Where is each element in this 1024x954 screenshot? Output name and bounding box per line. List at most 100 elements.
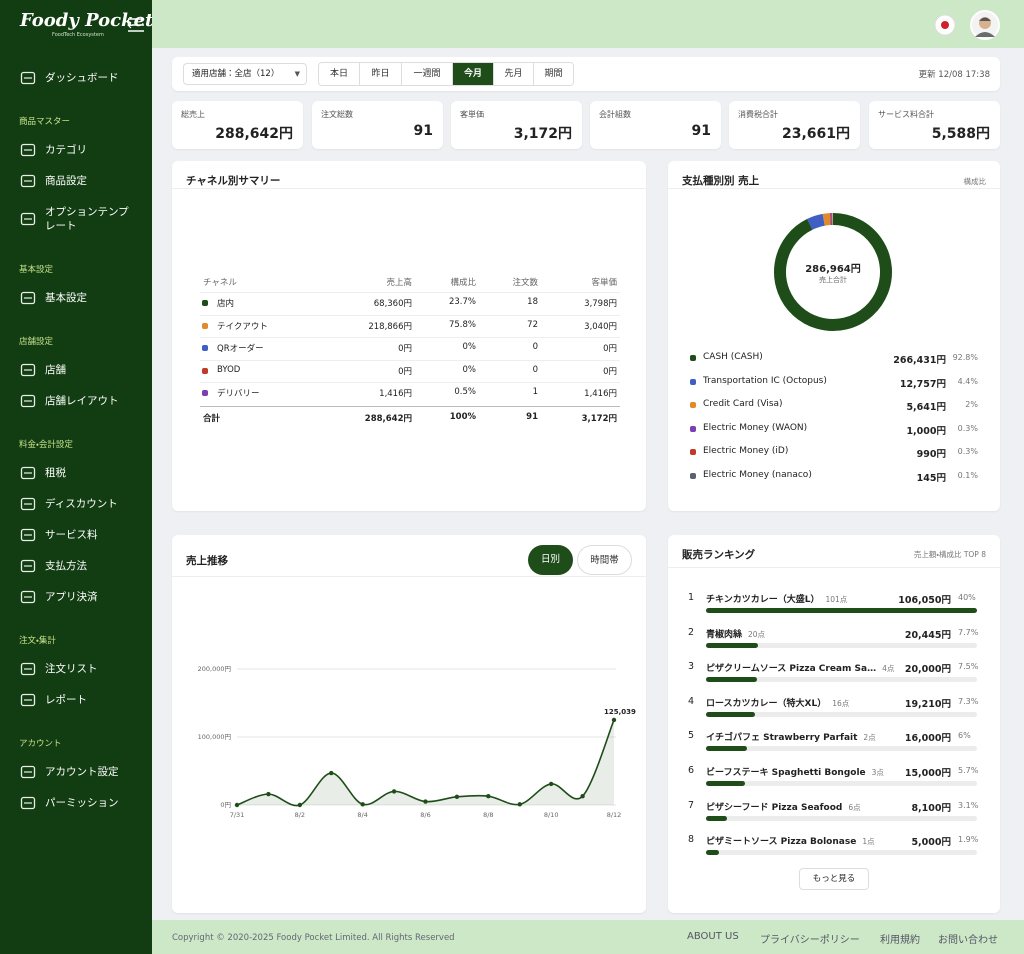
payment-name: CASH (CASH) xyxy=(703,352,763,362)
nav-item[interactable]: サービス料 xyxy=(45,529,98,541)
rank-share: 3.1% xyxy=(958,800,979,810)
table-header: 構成比 xyxy=(450,278,476,288)
nav-icon xyxy=(20,291,36,305)
toggle-button[interactable]: 日別 xyxy=(528,545,573,575)
card-divider xyxy=(668,188,1000,189)
rank-name-row: 青椒肉絲 20点 xyxy=(706,627,906,640)
nav-section-title: 料金・会計設定 xyxy=(19,440,73,450)
rank-qty: 16点 xyxy=(832,698,850,708)
donut-segment xyxy=(822,213,831,226)
footer-link[interactable]: ABOUT US xyxy=(687,931,739,942)
period-button[interactable]: 今月 xyxy=(452,63,493,85)
nav-item[interactable]: 店舗レイアウト xyxy=(45,395,119,407)
nav-icon-shape xyxy=(20,143,36,157)
payment-share: 4.4% xyxy=(957,376,978,386)
rank-share: 5.7% xyxy=(958,766,979,775)
nav-item[interactable]: 支払方法 xyxy=(45,560,87,572)
payment-amount: 12,757円 xyxy=(899,378,946,390)
kpi-card: 注文総数 91 xyxy=(312,101,443,149)
payment-amount: 990円 xyxy=(916,449,946,461)
logo[interactable]: Foody Pocket. xyxy=(20,10,160,31)
rank-bar-track xyxy=(706,642,977,648)
nav-item[interactable]: アカウント設定 xyxy=(45,766,119,778)
table-cell: BYOD xyxy=(217,365,241,375)
footer-link[interactable]: プライバシーポリシー xyxy=(760,935,860,946)
line-chart: 0円 100,000円 200,000円 7/31 8/2 8/4 8/6 8/8 8/10 8/… xyxy=(198,665,636,819)
payment-share: 0.3% xyxy=(957,447,978,457)
nav-icon xyxy=(20,528,36,542)
nav-item[interactable]: オプションテンプレート xyxy=(45,206,129,232)
nav-icon xyxy=(20,143,36,157)
table-total: 288,642円 xyxy=(364,414,412,424)
point xyxy=(329,770,334,776)
nav-item[interactable]: 基本設定 xyxy=(45,292,87,304)
rank-share: 7.5% xyxy=(958,662,979,672)
point xyxy=(611,717,617,723)
period-button[interactable]: 期間 xyxy=(533,63,573,85)
rank-name: ピザシーフード Pizza Seafood xyxy=(706,802,843,813)
rank-qty: 4点 xyxy=(882,664,895,674)
period-button[interactable]: 本日 xyxy=(319,63,359,85)
table-total: 合計 xyxy=(203,414,221,424)
nav-item[interactable]: ディスカウント xyxy=(45,498,118,510)
area xyxy=(237,719,614,806)
sidebar: Foody Pocket. FoodTech Ecosystem ダッシュボード… xyxy=(0,0,160,954)
rank-number: 8 xyxy=(688,834,695,846)
period-button[interactable]: 先月 xyxy=(493,63,533,85)
rank-bar xyxy=(706,711,756,717)
user-avatar[interactable] xyxy=(970,10,1000,40)
kpi-card: 会計組数 91 xyxy=(590,101,721,149)
point xyxy=(548,781,554,787)
language-flag[interactable] xyxy=(934,14,956,36)
nav-item[interactable]: 租税 xyxy=(45,467,66,479)
nav-icon-shape xyxy=(20,174,36,188)
select-caret: ▼ xyxy=(294,70,300,78)
nav-item[interactable]: アプリ決済 xyxy=(45,591,98,603)
rank-number: 4 xyxy=(688,695,695,707)
kpi-label: サービス料合計 xyxy=(878,110,934,119)
nav-item[interactable]: パーミッション xyxy=(45,797,119,809)
table-cell: 0円 xyxy=(603,367,617,377)
rank-name-row: ビーフステーキ Spaghetti Bongole 3点 xyxy=(706,765,906,778)
donut-segment xyxy=(774,213,892,331)
annotation: 125,039 xyxy=(604,708,636,716)
point xyxy=(391,789,397,794)
y-tick-label: 100,000円 xyxy=(198,733,231,741)
toggle-button[interactable]: 時間帯 xyxy=(577,545,632,575)
x-tick-label: 8/4 xyxy=(357,811,367,819)
kpi-card: 消費税合計 23,661円 xyxy=(729,101,860,149)
table-cell: 0円 xyxy=(603,344,617,354)
nav-item[interactable]: レポート xyxy=(45,694,87,706)
rank-name: ピザクリームソース Pizza Cream Sa… xyxy=(706,664,877,675)
nav-item[interactable]: ダッシュボード xyxy=(45,72,119,84)
total-divider xyxy=(200,406,620,407)
menu-toggle[interactable] xyxy=(126,16,146,34)
copyright: Copyright © 2020-2025 Foody Pocket Limit… xyxy=(172,933,455,943)
kpi-value: 288,642円 xyxy=(215,126,293,142)
nav-item[interactable]: 商品設定 xyxy=(45,175,87,187)
kpi-card: 客単価 3,172円 xyxy=(451,101,582,149)
y-tick-label: 0円 xyxy=(220,801,231,809)
footer-link[interactable]: お問い合わせ xyxy=(938,935,998,946)
nav-item[interactable]: カテゴリ xyxy=(45,144,87,156)
rank-number: 7 xyxy=(688,799,695,811)
nav-item[interactable]: 注文リスト xyxy=(45,663,98,675)
channel-dot xyxy=(202,300,208,306)
table-total: 100% xyxy=(449,412,476,422)
rank-share: 7.3% xyxy=(958,696,979,706)
rank-bar xyxy=(706,781,745,786)
more-button[interactable]: もっと見る xyxy=(799,868,869,890)
table-header: 注文数 xyxy=(512,278,538,288)
nav-icon-shape xyxy=(20,466,36,480)
channel-summary-card: チャネル別サマリー チャネル 売上高 構成比 注文数 客単価 店内 68,360円 23.7% 1… xyxy=(172,161,646,511)
rank-bar-track xyxy=(706,677,977,683)
period-button[interactable]: 昨日 xyxy=(359,63,401,85)
table-total: 91 xyxy=(526,412,538,422)
table-cell: 68,360円 xyxy=(373,299,412,309)
footer-link[interactable]: 利用規約 xyxy=(880,935,920,946)
y-tick-label: 200,000円 xyxy=(198,665,231,673)
period-button[interactable]: 一週間 xyxy=(401,63,452,85)
nav-item[interactable]: 店舗 xyxy=(45,364,66,376)
payment-name: Electric Money (iD) xyxy=(703,446,789,457)
store-select[interactable]: 適用店舗：全店（12） ▼ xyxy=(183,63,307,85)
